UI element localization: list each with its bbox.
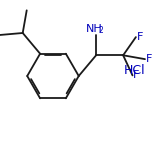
Text: F: F — [146, 54, 152, 64]
Text: HCl: HCl — [124, 64, 145, 77]
Text: 2: 2 — [98, 26, 103, 35]
Text: F: F — [133, 70, 140, 80]
Text: NH: NH — [86, 24, 103, 34]
Text: F: F — [137, 32, 143, 42]
